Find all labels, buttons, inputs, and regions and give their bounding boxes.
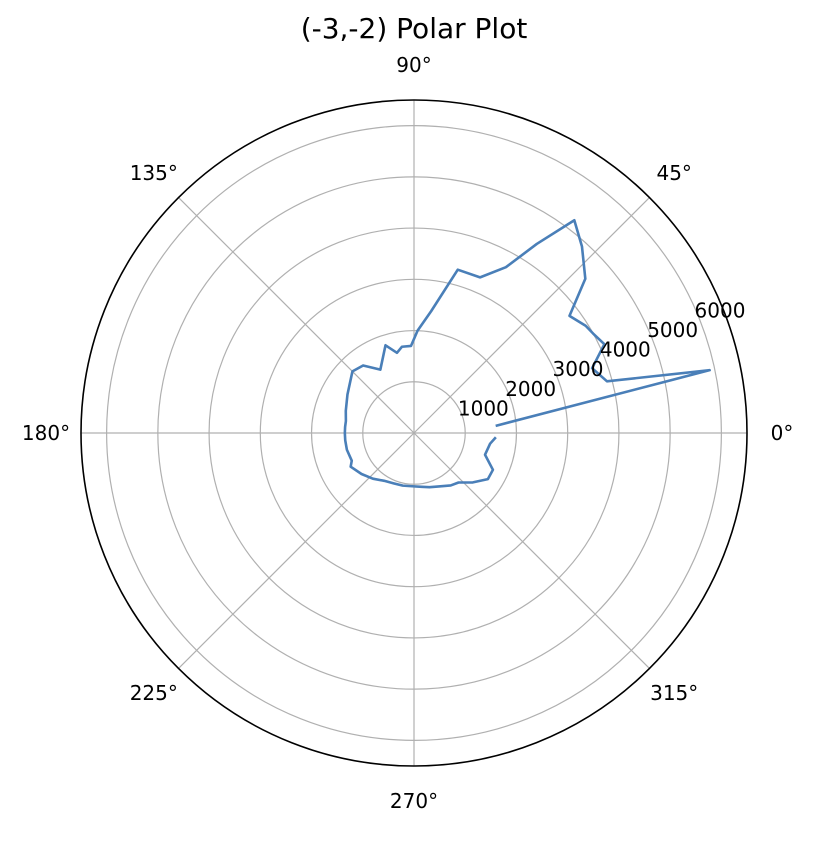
r-tick-label: 4000 [600, 338, 651, 362]
theta-tick-label: 180° [22, 421, 70, 445]
r-tick-label: 3000 [553, 357, 604, 381]
outer-frame [80, 99, 748, 767]
chart-title: (-3,-2) Polar Plot [301, 12, 528, 45]
theta-tick-label: 90° [396, 53, 431, 77]
r-tick-label: 2000 [505, 377, 556, 401]
theta-tick-label: 315° [650, 681, 698, 705]
theta-tick-label: 45° [656, 161, 691, 185]
polar-grid [81, 100, 747, 766]
r-tick-label: 1000 [458, 396, 509, 420]
theta-tick-label: 0° [771, 421, 794, 445]
theta-tick-label: 135° [130, 161, 178, 185]
theta-tick-label: 270° [390, 789, 438, 813]
theta-grid-line [413, 432, 650, 669]
theta-grid-line [413, 197, 650, 434]
theta-grid-line [178, 432, 415, 669]
theta-grid-line [178, 197, 415, 434]
series-layer [343, 218, 711, 489]
theta-tick-labels: 0° 45° 90° 135° 180° 225° 270° 315° [22, 53, 793, 813]
r-tick-label: 5000 [647, 318, 698, 342]
series-line [343, 218, 711, 489]
r-tick-label: 6000 [695, 298, 746, 322]
theta-tick-label: 225° [130, 681, 178, 705]
